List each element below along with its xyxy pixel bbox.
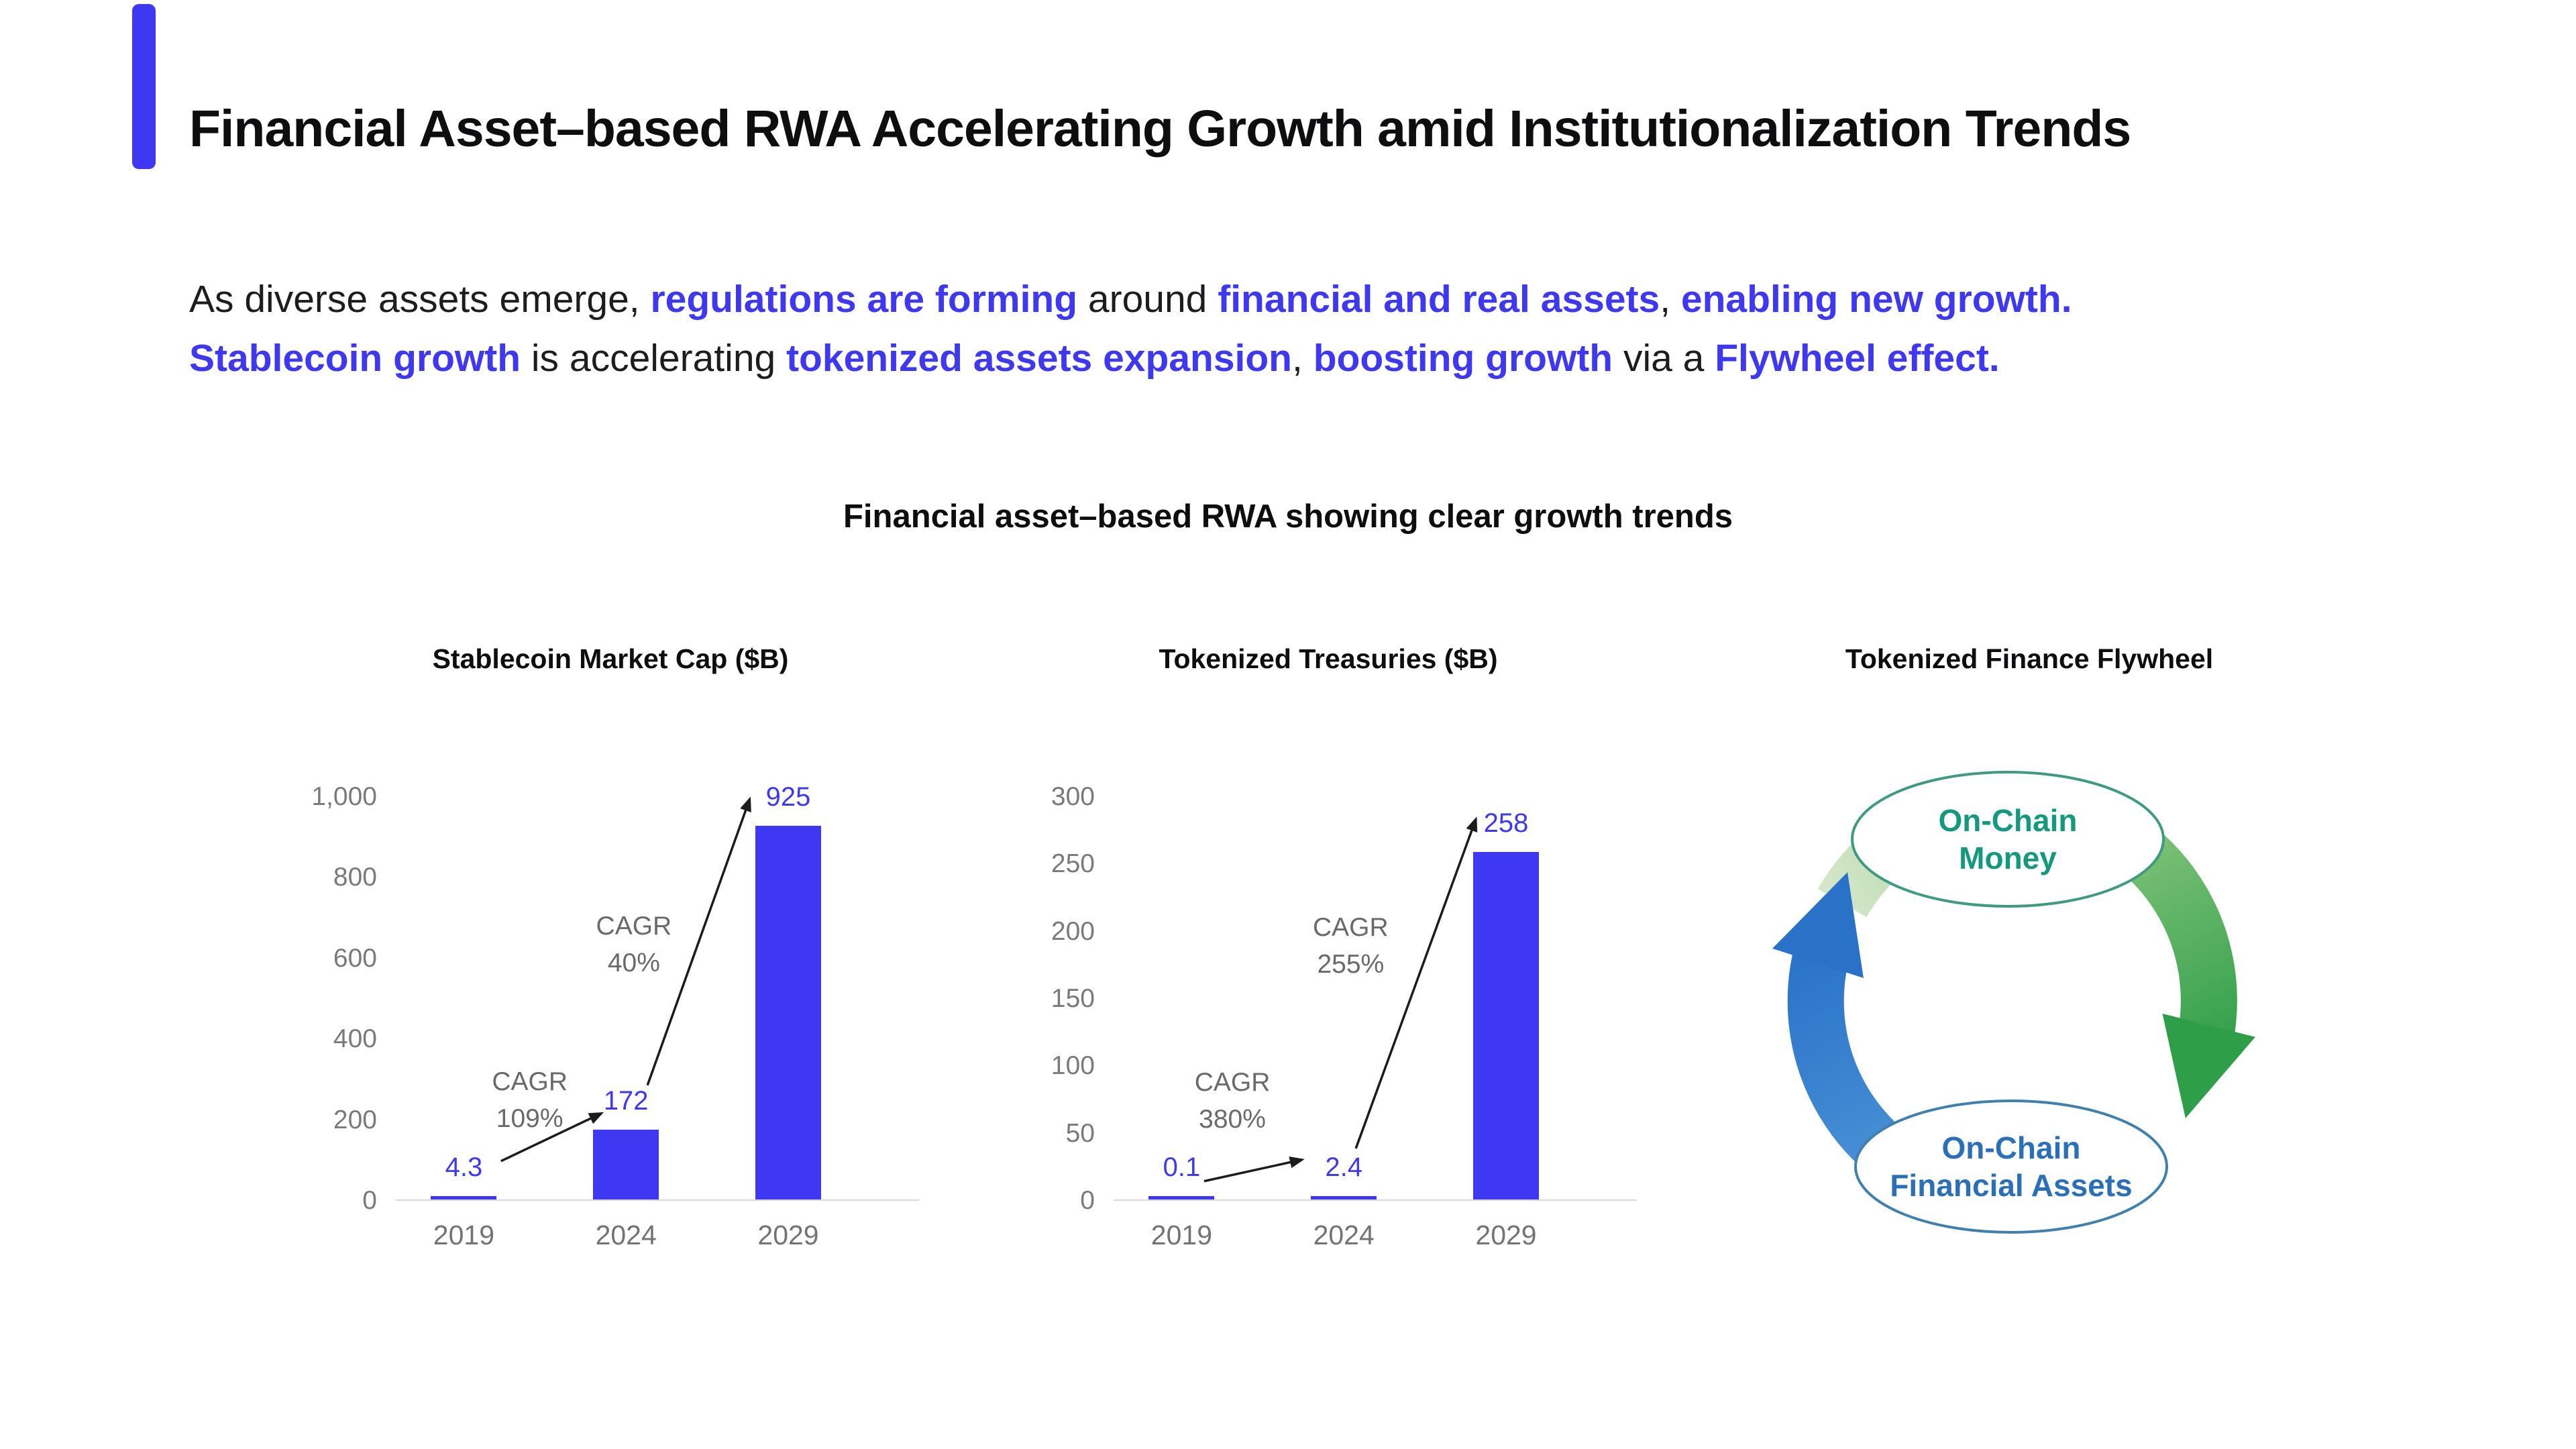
intro-highlight-text: enabling new growth. bbox=[1680, 278, 2072, 321]
chart-plot-area: 0 50 100 150 200 250 300 0.1 2019 2.4 2024 258 2029 C… bbox=[1013, 765, 1644, 1250]
y-tick-label: 50 bbox=[1065, 1118, 1095, 1148]
on-chain-financial-assets-label: On-Chain bbox=[1942, 1130, 2081, 1165]
chart-stablecoin-market-cap: Stablecoin Market Cap ($B) 0 200 400 600 800… bbox=[295, 639, 926, 1250]
intro-line: Stablecoin growth is accelerating tokeni… bbox=[189, 329, 2072, 388]
on-chain-money-node bbox=[1851, 771, 2165, 908]
bar-value-label: 4.3 bbox=[445, 1152, 483, 1182]
bar-value-label: 2.4 bbox=[1325, 1152, 1362, 1182]
y-tick-label: 300 bbox=[1051, 782, 1095, 811]
y-tick-label: 1,000 bbox=[311, 782, 377, 811]
bar-2024 bbox=[1311, 1196, 1377, 1199]
x-tick-label: 2024 bbox=[1313, 1220, 1375, 1250]
intro-highlight-text: boosting growth bbox=[1313, 337, 1613, 380]
x-tick-label: 2029 bbox=[1475, 1220, 1537, 1250]
x-tick-label: 2019 bbox=[433, 1220, 494, 1250]
y-tick-label: 250 bbox=[1051, 849, 1095, 879]
intro-plain-text: , bbox=[1660, 278, 1681, 321]
chart-plot-area: 0 200 400 600 800 1,000 4.3 2019 172 2024 925 2029 C… bbox=[295, 765, 926, 1250]
annotation-arrows-layer bbox=[500, 796, 751, 1163]
x-axis-baseline bbox=[396, 1199, 919, 1201]
intro-paragraph: As diverse assets emerge, regulations ar… bbox=[189, 270, 2072, 388]
intro-highlight-text: Stablecoin growth bbox=[189, 337, 521, 380]
chart-title: Tokenized Treasuries ($B) bbox=[1159, 643, 1498, 674]
flywheel-title: Tokenized Finance Flywheel bbox=[1845, 643, 2214, 674]
x-axis-baseline bbox=[1114, 1199, 1637, 1201]
page-title: Financial Asset–based RWA Accelerating G… bbox=[189, 100, 2131, 158]
y-tick-label: 200 bbox=[1051, 916, 1095, 946]
cagr-annotation: CAGR 109% bbox=[492, 1067, 568, 1133]
cagr-annotation: CAGR 40% bbox=[596, 911, 672, 977]
title-accent-bar bbox=[132, 4, 156, 169]
y-tick-label: 600 bbox=[333, 943, 377, 973]
annotation-arrows-layer bbox=[1203, 816, 1478, 1183]
cagr-arrow-icon bbox=[1354, 816, 1478, 1149]
bar-value-label: 0.1 bbox=[1163, 1152, 1201, 1182]
x-tick-label: 2019 bbox=[1150, 1220, 1212, 1250]
x-tick-label: 2024 bbox=[595, 1220, 657, 1250]
chart-title: Stablecoin Market Cap ($B) bbox=[432, 643, 789, 674]
cagr-annotation: CAGR 380% bbox=[1194, 1068, 1271, 1134]
y-tick-label: 800 bbox=[333, 863, 377, 892]
intro-plain-text: around bbox=[1077, 278, 1218, 321]
cagr-annotation: CAGR 255% bbox=[1312, 912, 1389, 979]
on-chain-financial-assets-label: Financial Assets bbox=[1890, 1168, 2132, 1203]
intro-plain-text: via a bbox=[1613, 337, 1715, 380]
x-tick-label: 2029 bbox=[757, 1220, 819, 1250]
intro-plain-text: is accelerating bbox=[521, 337, 787, 380]
cagr-arrow-icon bbox=[1203, 1156, 1305, 1183]
cagr-arrow-icon bbox=[646, 796, 751, 1086]
y-tick-label: 100 bbox=[1051, 1051, 1095, 1081]
y-tick-label: 400 bbox=[333, 1024, 377, 1054]
y-tick-label: 200 bbox=[333, 1105, 377, 1134]
on-chain-money-label: Money bbox=[1959, 841, 2057, 875]
bar-2019 bbox=[431, 1196, 497, 1199]
intro-highlight-text: regulations are forming bbox=[650, 278, 1078, 321]
flywheel-diagram: Tokenized Finance Flywheel bbox=[1744, 639, 2314, 1261]
chart-tokenized-treasuries: Tokenized Treasuries ($B) 0 50 100 150 200 25… bbox=[1013, 639, 1644, 1250]
bar-value-label: 172 bbox=[603, 1086, 649, 1116]
bar-value-label: 258 bbox=[1483, 808, 1529, 839]
bar-2029 bbox=[755, 826, 821, 1199]
on-chain-money-label: On-Chain bbox=[1939, 803, 2078, 838]
y-tick-label: 0 bbox=[362, 1186, 377, 1215]
intro-line: As diverse assets emerge, regulations ar… bbox=[189, 270, 2072, 329]
flywheel-graphic: On-Chain Money On-Chain Financial Assets bbox=[1772, 771, 2255, 1234]
intro-highlight-text: financial and real assets bbox=[1218, 278, 1660, 321]
intro-plain-text: , bbox=[1292, 337, 1313, 380]
bar-2029 bbox=[1473, 852, 1539, 1199]
y-tick-label: 150 bbox=[1051, 984, 1095, 1013]
intro-highlight-text: tokenized assets expansion bbox=[786, 337, 1293, 380]
bar-2019 bbox=[1148, 1196, 1215, 1199]
y-tick-label: 0 bbox=[1080, 1186, 1095, 1215]
on-chain-financial-assets-node bbox=[1854, 1099, 2168, 1234]
intro-plain-text: As diverse assets emerge, bbox=[189, 278, 651, 321]
section-title: Financial asset–based RWA showing clear … bbox=[843, 498, 1733, 535]
intro-highlight-text: Flywheel effect. bbox=[1715, 337, 2000, 380]
cagr-arrow-icon bbox=[500, 1112, 604, 1163]
bar-2024 bbox=[593, 1130, 659, 1199]
bar-value-label: 925 bbox=[765, 782, 811, 812]
